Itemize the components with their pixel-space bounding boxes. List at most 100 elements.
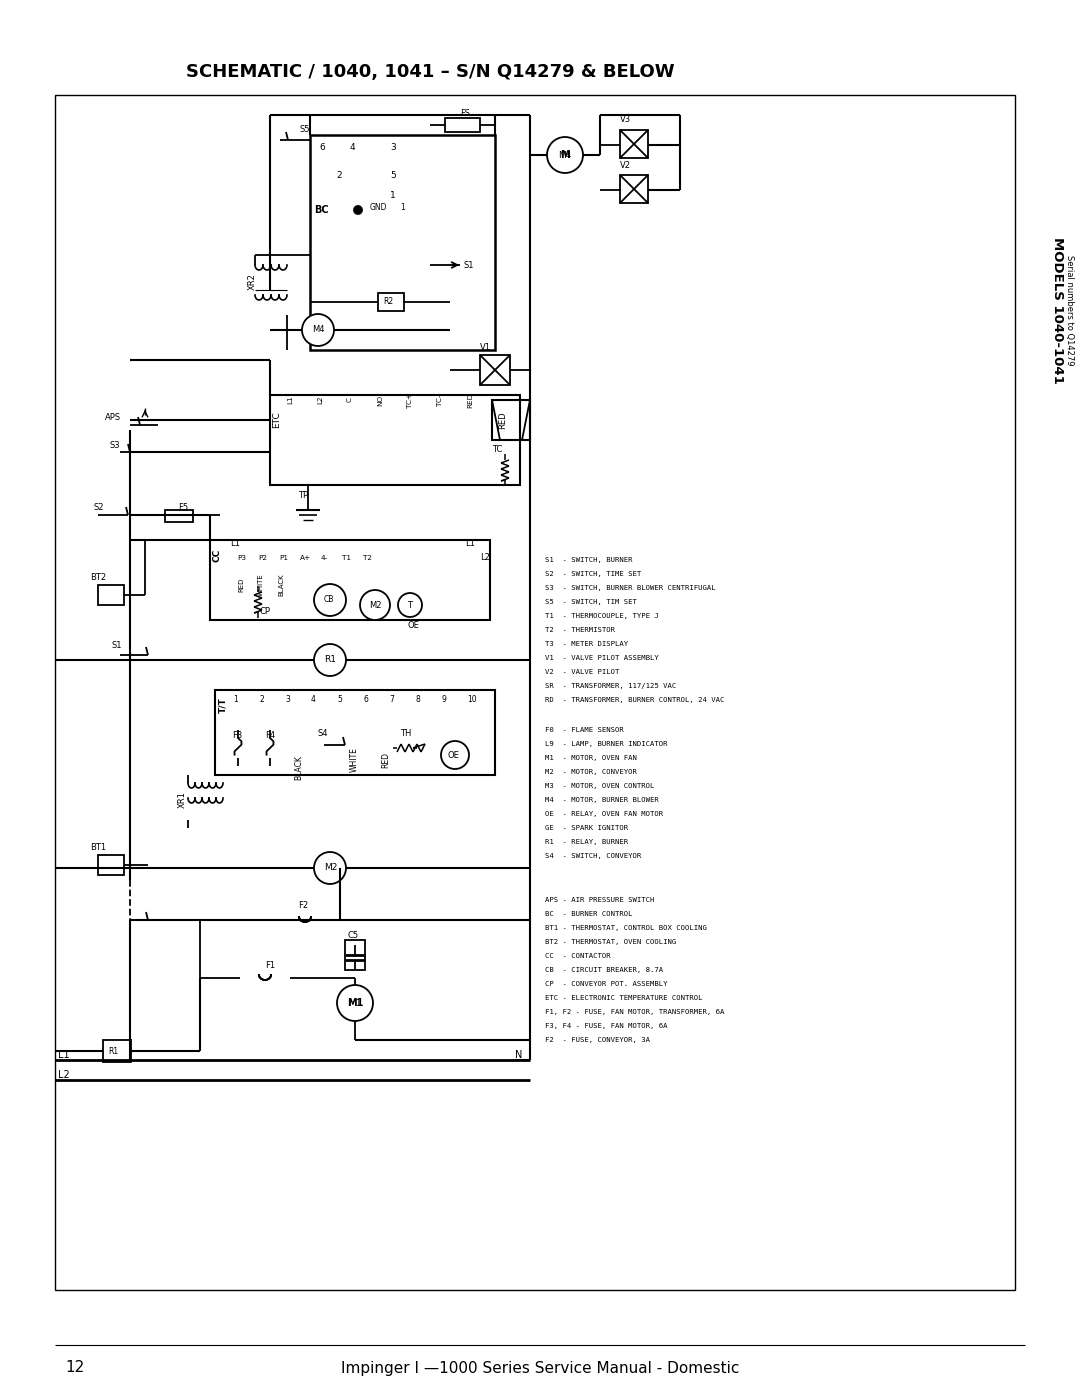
Text: P3: P3 — [237, 555, 246, 562]
Text: FS: FS — [460, 109, 470, 117]
Text: F2  - FUSE, CONVEYOR, 3A: F2 - FUSE, CONVEYOR, 3A — [545, 1037, 650, 1044]
Text: P1: P1 — [279, 555, 288, 562]
Text: RED: RED — [467, 393, 473, 408]
Text: T/T: T/T — [218, 697, 227, 712]
Text: 3: 3 — [390, 144, 395, 152]
Text: M4: M4 — [558, 151, 571, 159]
Circle shape — [302, 314, 334, 346]
Text: T3  - METER DISPLAY: T3 - METER DISPLAY — [545, 641, 629, 647]
Text: 5: 5 — [390, 170, 395, 179]
Circle shape — [314, 852, 346, 884]
Text: M4: M4 — [312, 326, 324, 334]
Text: BT1: BT1 — [90, 844, 106, 852]
Text: C5: C5 — [348, 930, 360, 940]
Text: WHITE: WHITE — [258, 574, 264, 597]
Text: RED: RED — [381, 752, 390, 768]
Text: F5: F5 — [178, 503, 188, 511]
Text: L1: L1 — [465, 538, 475, 548]
Text: Impinger I —1000 Series Service Manual - Domestic: Impinger I —1000 Series Service Manual -… — [341, 1361, 739, 1376]
Bar — [620, 130, 648, 158]
Text: APS: APS — [105, 414, 121, 422]
Text: SR  - TRANSFORMER, 117/125 VAC: SR - TRANSFORMER, 117/125 VAC — [545, 683, 676, 689]
Text: S2: S2 — [93, 503, 104, 511]
Circle shape — [441, 740, 469, 768]
Text: TC+: TC+ — [407, 393, 413, 408]
Text: C: C — [347, 398, 353, 402]
Text: M1  - MOTOR, OVEN FAN: M1 - MOTOR, OVEN FAN — [545, 754, 637, 761]
Text: 6: 6 — [363, 696, 368, 704]
Text: 1: 1 — [400, 204, 405, 212]
Text: TC-: TC- — [437, 394, 443, 405]
Text: 8: 8 — [415, 696, 420, 704]
Text: S1: S1 — [464, 260, 474, 270]
Text: T2: T2 — [363, 555, 372, 562]
Text: S3  - SWITCH, BURNER BLOWER CENTRIFUGAL: S3 - SWITCH, BURNER BLOWER CENTRIFUGAL — [545, 585, 716, 591]
Text: T2  - THERMISTOR: T2 - THERMISTOR — [545, 627, 615, 633]
Bar — [98, 855, 124, 875]
Text: CB  - CIRCUIT BREAKER, 8.7A: CB - CIRCUIT BREAKER, 8.7A — [545, 967, 663, 972]
Text: RED: RED — [238, 578, 244, 592]
Text: RED: RED — [498, 411, 507, 429]
Text: 4: 4 — [311, 696, 315, 704]
Text: BT2: BT2 — [90, 574, 106, 583]
Text: V2: V2 — [620, 161, 631, 169]
Bar — [270, 395, 519, 485]
Text: CB: CB — [324, 595, 335, 605]
Text: T1  - THERMOCOUPLE, TYPE J: T1 - THERMOCOUPLE, TYPE J — [545, 613, 659, 619]
Text: CP: CP — [260, 608, 271, 616]
Text: 1: 1 — [390, 190, 395, 200]
Text: 2: 2 — [336, 170, 341, 179]
Bar — [310, 136, 495, 351]
Text: TP: TP — [298, 490, 308, 500]
Bar — [378, 293, 404, 312]
Text: 1: 1 — [233, 696, 238, 704]
Text: BLACK: BLACK — [294, 756, 303, 781]
Text: L1: L1 — [58, 1051, 69, 1060]
Text: L2: L2 — [318, 395, 323, 404]
Text: F4: F4 — [265, 731, 275, 739]
Text: OE: OE — [408, 620, 420, 630]
Text: APS - AIR PRESSURE SWITCH: APS - AIR PRESSURE SWITCH — [545, 897, 654, 902]
Circle shape — [314, 584, 346, 616]
Text: L1: L1 — [230, 538, 240, 548]
Text: BT2 - THERMOSTAT, OVEN COOLING: BT2 - THERMOSTAT, OVEN COOLING — [545, 939, 676, 944]
Text: CP  - CONVEYOR POT. ASSEMBLY: CP - CONVEYOR POT. ASSEMBLY — [545, 981, 667, 988]
Text: Serial numbers to Q14279: Serial numbers to Q14279 — [1066, 254, 1075, 365]
Bar — [620, 175, 648, 203]
Text: ETC: ETC — [272, 412, 281, 429]
Text: BC: BC — [314, 205, 328, 215]
Text: TC: TC — [492, 446, 502, 454]
Text: CC  - CONTACTOR: CC - CONTACTOR — [545, 953, 610, 958]
Text: L9  - LAMP, BURNER INDICATOR: L9 - LAMP, BURNER INDICATOR — [545, 740, 667, 747]
Circle shape — [360, 590, 390, 620]
Bar — [98, 585, 124, 605]
Text: L2: L2 — [58, 1070, 70, 1080]
Text: V1: V1 — [480, 344, 491, 352]
Text: F0  - FLAME SENSOR: F0 - FLAME SENSOR — [545, 726, 624, 733]
Text: 10: 10 — [467, 696, 476, 704]
Text: TH: TH — [400, 728, 411, 738]
Text: N: N — [515, 1051, 523, 1060]
Text: F1, F2 - FUSE, FAN MOTOR, TRANSFORMER, 6A: F1, F2 - FUSE, FAN MOTOR, TRANSFORMER, 6… — [545, 1009, 725, 1016]
Text: F2: F2 — [298, 901, 308, 909]
Bar — [55, 95, 1015, 1289]
Text: BT1 - THERMOSTAT, CONTROL BOX COOLING: BT1 - THERMOSTAT, CONTROL BOX COOLING — [545, 925, 707, 930]
Text: M3  - MOTOR, OVEN CONTROL: M3 - MOTOR, OVEN CONTROL — [545, 782, 654, 789]
Text: M2: M2 — [368, 601, 381, 609]
Text: 4: 4 — [350, 144, 355, 152]
Text: M: M — [561, 149, 570, 161]
Bar — [210, 541, 490, 620]
Circle shape — [354, 205, 362, 214]
Text: ETC - ELECTRONIC TEMPERATURE CONTROL: ETC - ELECTRONIC TEMPERATURE CONTROL — [545, 995, 702, 1002]
Text: V3: V3 — [620, 116, 631, 124]
Text: M2: M2 — [324, 863, 337, 873]
Text: MODELS 1040-1041: MODELS 1040-1041 — [1052, 236, 1065, 383]
Text: M1: M1 — [347, 997, 363, 1009]
Text: S5  - SWITCH, TIM SET: S5 - SWITCH, TIM SET — [545, 599, 637, 605]
Text: V1  - VALVE PILOT ASSEMBLY: V1 - VALVE PILOT ASSEMBLY — [545, 655, 659, 661]
Text: S1: S1 — [112, 640, 122, 650]
Circle shape — [337, 985, 373, 1021]
Text: 3: 3 — [285, 696, 289, 704]
Text: R1: R1 — [324, 655, 336, 665]
Text: S4: S4 — [318, 728, 328, 738]
